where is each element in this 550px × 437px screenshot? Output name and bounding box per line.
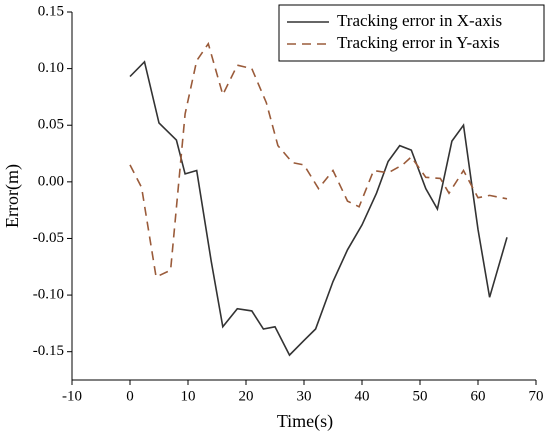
x-tick-label: 30 <box>297 388 312 404</box>
y-axis-label: Error(m) <box>2 164 23 228</box>
x-tick-label: 10 <box>181 388 196 404</box>
y-tick-label: -0.15 <box>33 343 64 359</box>
y-tick-label: 0.05 <box>38 117 64 133</box>
y-tick-label: 0.00 <box>38 173 64 189</box>
y-tick-label: -0.05 <box>33 230 64 246</box>
legend-label: Tracking error in X-axis <box>337 11 502 30</box>
legend-box <box>278 4 545 62</box>
x-axis-label: Time(s) <box>277 411 333 432</box>
x-tick-label: 50 <box>413 388 428 404</box>
y-tick-label: 0.10 <box>38 60 64 76</box>
y-tick-label: -0.10 <box>33 287 64 303</box>
x-tick-label: 60 <box>471 388 486 404</box>
x-tick-label: -10 <box>62 388 82 404</box>
x-tick-label: 40 <box>355 388 370 404</box>
series-line <box>129 41 508 279</box>
legend-label: Tracking error in Y-axis <box>337 33 500 52</box>
x-tick-label: 0 <box>126 388 134 404</box>
series-line <box>129 60 508 357</box>
x-tick-label: 70 <box>529 388 544 404</box>
x-tick-label: 20 <box>239 388 254 404</box>
y-tick-label: 0.15 <box>38 3 64 19</box>
